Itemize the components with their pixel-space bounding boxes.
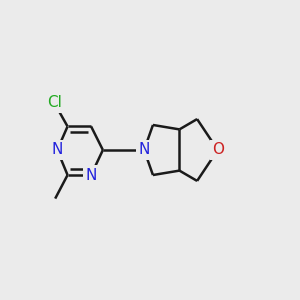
Text: N: N [138,142,150,158]
Text: N: N [85,167,97,182]
Text: N: N [52,142,63,158]
Text: O: O [212,142,224,158]
Text: Cl: Cl [47,95,62,110]
